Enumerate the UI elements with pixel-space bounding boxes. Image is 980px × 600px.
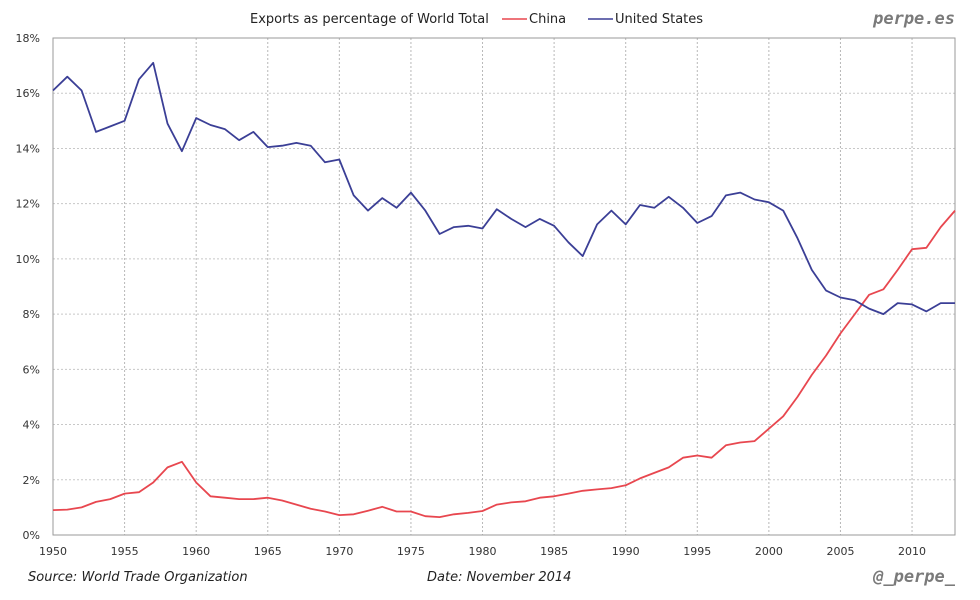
source-note: Source: World Trade Organization: [28, 570, 248, 585]
date-note: Date: November 2014: [427, 570, 571, 585]
y-tick-label: 14%: [16, 142, 40, 155]
x-tick-label: 1960: [182, 545, 210, 558]
grid: [53, 38, 955, 535]
y-tick-label: 16%: [16, 87, 40, 100]
x-tick-label: 1950: [39, 545, 67, 558]
series-lines: [52, 61, 956, 518]
x-tick-label: 1980: [469, 545, 497, 558]
series-line-china: [52, 210, 956, 518]
x-tick-label: 1985: [540, 545, 568, 558]
y-tick-label: 4%: [23, 419, 40, 432]
series-points-china: [52, 210, 956, 518]
x-axis: 1950 1955 1960 1965 1970 1975 1980 1985 1990 1995…: [39, 545, 926, 558]
x-tick-label: 1970: [325, 545, 353, 558]
y-tick-label: 10%: [16, 253, 40, 266]
legend: China United States: [502, 12, 703, 27]
chart-title: Exports as percentage of World Total: [250, 12, 489, 27]
brand-handle: @_perpe_: [872, 567, 956, 587]
x-tick-label: 1995: [683, 545, 711, 558]
brand-site: perpe.es: [872, 9, 955, 29]
y-tick-label: 18%: [16, 32, 40, 45]
y-tick-label: 2%: [23, 474, 40, 487]
x-tick-label: 1965: [254, 545, 282, 558]
y-tick-label: 0%: [23, 529, 40, 542]
x-tick-label: 2005: [826, 545, 854, 558]
x-tick-label: 1955: [111, 545, 139, 558]
x-tick-label: 2010: [898, 545, 926, 558]
y-axis: 0% 2% 4% 6% 8% 10% 12% 14% 16% 18%: [16, 32, 40, 542]
x-tick-label: 1990: [612, 545, 640, 558]
series-points-united-states: [52, 62, 956, 315]
plot-border: [52, 37, 956, 536]
y-tick-label: 12%: [16, 198, 40, 211]
series-line-united-states: [52, 61, 955, 316]
x-tick-label: 2000: [755, 545, 783, 558]
legend-label-united-states: United States: [615, 12, 703, 27]
y-tick-label: 8%: [23, 308, 40, 321]
y-tick-label: 6%: [23, 363, 40, 376]
x-tick-label: 1975: [397, 545, 425, 558]
legend-label-china: China: [529, 12, 566, 27]
